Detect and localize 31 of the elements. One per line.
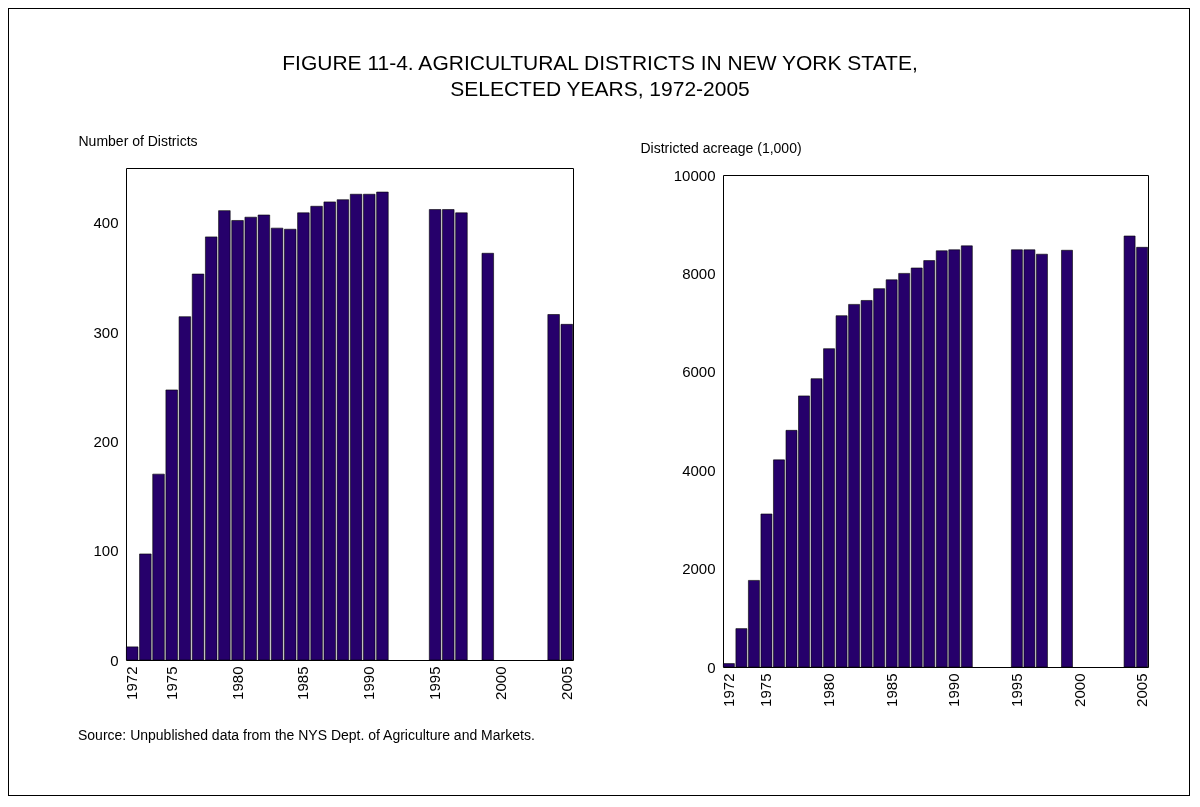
y-axis-title: Districted acreage (1,000) xyxy=(640,139,802,156)
x-tick-label: 1980 xyxy=(820,673,838,707)
x-tick-label: 1990 xyxy=(360,666,378,700)
x-tick-label: 2005 xyxy=(1133,673,1151,707)
x-tick-label: 1980 xyxy=(228,666,246,700)
y-tick-label: 8000 xyxy=(682,264,716,282)
y-tick-label: 300 xyxy=(93,323,119,341)
y-tick-label: 6000 xyxy=(682,363,716,381)
y-tick-label: 0 xyxy=(110,651,119,669)
y-tick-label: 100 xyxy=(93,542,119,560)
y-tick-label: 2000 xyxy=(682,560,716,578)
x-tick-label: 2000 xyxy=(491,666,509,700)
x-tick-label: 1985 xyxy=(882,673,900,707)
y-tick-label: 400 xyxy=(93,214,119,232)
x-tick-label: 1975 xyxy=(757,673,775,707)
x-tick-label: 1995 xyxy=(426,666,444,700)
y-axis-title: Number of Districts xyxy=(78,132,198,149)
x-tick-label: 2000 xyxy=(1070,673,1088,707)
x-tick-label: 2005 xyxy=(557,666,575,700)
source-note: Source: Unpublished data from the NYS Dept. of Agriculture and Markets. xyxy=(78,727,535,743)
x-tick-label: 1972 xyxy=(123,666,141,700)
x-tick-label: 1972 xyxy=(719,673,737,707)
x-tick-label: 1975 xyxy=(162,666,180,700)
y-tick-label: 0 xyxy=(707,658,716,676)
chart-title: FIGURE 11-4. AGRICULTURAL DISTRICTS IN NEW YORK STATE, SELECTED YEARS, 1972-2005 xyxy=(281,50,919,102)
y-tick-label: 200 xyxy=(93,432,119,450)
x-tick-label: 1985 xyxy=(294,666,312,700)
y-tick-label: 4000 xyxy=(682,461,716,479)
y-tick-label: 10000 xyxy=(673,166,716,184)
x-tick-label: 1995 xyxy=(1007,673,1025,707)
x-tick-label: 1990 xyxy=(945,673,963,707)
